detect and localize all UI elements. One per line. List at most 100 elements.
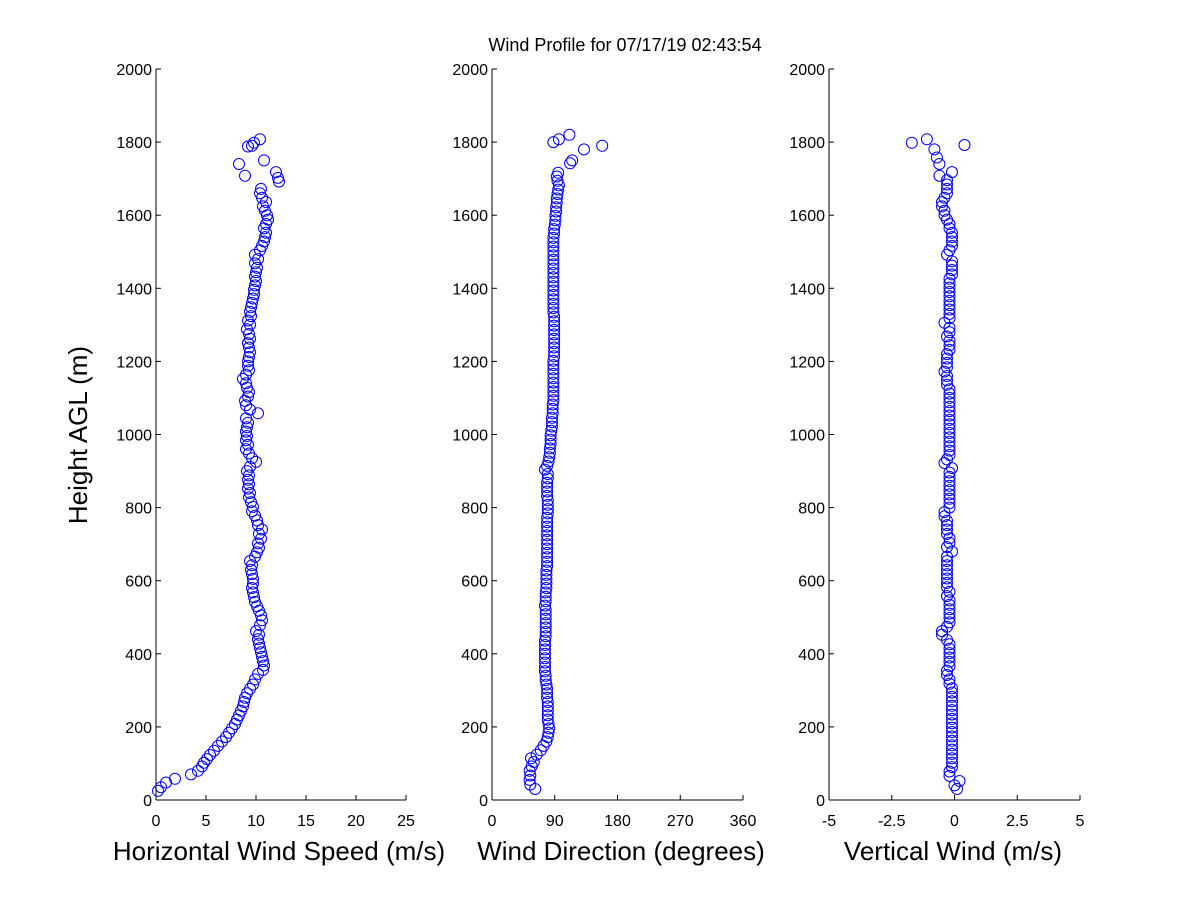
data-point (270, 166, 282, 179)
data-point (946, 259, 958, 272)
data-point (539, 656, 551, 669)
data-point (946, 708, 958, 721)
data-point (548, 218, 561, 231)
data-point (546, 398, 559, 411)
data-point (256, 614, 268, 627)
data-point (946, 761, 958, 774)
data-point (223, 726, 235, 739)
data-point (548, 227, 561, 240)
data-point (249, 673, 261, 686)
data-point (539, 612, 552, 625)
data-point (941, 361, 953, 374)
data-point (244, 305, 256, 318)
data-point (547, 236, 560, 249)
data-point (551, 188, 564, 200)
data-point (547, 389, 560, 402)
x-tick-label: 180 (604, 813, 631, 830)
data-point (255, 646, 267, 659)
data-point (943, 449, 956, 461)
data-point (953, 775, 966, 787)
data-point (540, 678, 553, 691)
data-point (943, 290, 956, 303)
data-point (943, 339, 956, 352)
data-point (249, 257, 261, 270)
y-tick-label: 1400 (452, 281, 488, 298)
data-point (546, 420, 558, 433)
y-tick-label: 0 (479, 793, 488, 810)
data-point (941, 563, 953, 576)
data-point (246, 296, 258, 309)
data-point (541, 713, 554, 726)
data-point (547, 284, 560, 297)
data-point (550, 192, 563, 205)
data-point (250, 275, 262, 287)
data-point (242, 140, 254, 153)
data-point (943, 677, 956, 690)
data-point (539, 652, 551, 665)
data-point (547, 367, 560, 380)
data-point (548, 332, 561, 345)
y-tick-label: 2000 (452, 62, 488, 79)
data-point (541, 682, 554, 695)
x-tick-label: 90 (546, 813, 564, 830)
data-point (936, 200, 948, 213)
data-point (257, 663, 269, 676)
data-point (943, 307, 956, 320)
series-points (905, 133, 971, 795)
data-point (563, 128, 576, 141)
x-tick-label: 5 (202, 813, 211, 830)
data-point (543, 722, 556, 735)
data-point (542, 455, 555, 468)
data-point (185, 768, 197, 781)
data-point (539, 643, 551, 656)
data-point (539, 590, 552, 603)
data-point (242, 355, 254, 368)
data-point (547, 262, 560, 275)
data-point (946, 752, 958, 765)
data-point (241, 421, 253, 434)
y-tick-label: 1200 (452, 354, 488, 371)
data-point (943, 431, 956, 444)
data-point (943, 326, 956, 339)
data-point (258, 154, 270, 167)
data-point (249, 270, 261, 283)
x-tick-label: 10 (247, 813, 265, 830)
data-point (539, 674, 552, 687)
data-point (256, 523, 268, 536)
data-point (541, 551, 554, 564)
data-point (256, 650, 268, 663)
data-point (242, 482, 254, 495)
data-point (243, 351, 255, 363)
y-tick-label: 1000 (452, 428, 488, 445)
data-point (943, 603, 956, 616)
data-point (546, 416, 558, 429)
data-point (552, 179, 565, 192)
data-point (943, 281, 956, 294)
y-tick-label: 800 (798, 501, 825, 518)
data-point (260, 196, 272, 208)
data-point (546, 411, 558, 424)
data-point (541, 700, 554, 713)
y-tick-label: 1200 (116, 354, 152, 371)
data-point (547, 297, 560, 310)
data-point (941, 519, 953, 532)
data-point (547, 136, 560, 149)
data-point (547, 376, 560, 389)
data-point (946, 166, 958, 179)
data-point (242, 359, 254, 372)
data-point (941, 572, 953, 585)
data-point (244, 460, 256, 473)
data-point (943, 616, 956, 629)
data-point (539, 639, 551, 651)
data-point (548, 337, 561, 350)
data-point (539, 603, 552, 616)
data-point (943, 488, 956, 501)
data-point (547, 385, 560, 398)
data-point (245, 301, 257, 314)
y-tick-label: 1000 (116, 428, 152, 445)
data-point (547, 359, 560, 372)
data-point (943, 484, 956, 497)
data-point (237, 372, 249, 385)
data-point (943, 303, 956, 316)
data-point (254, 642, 266, 654)
